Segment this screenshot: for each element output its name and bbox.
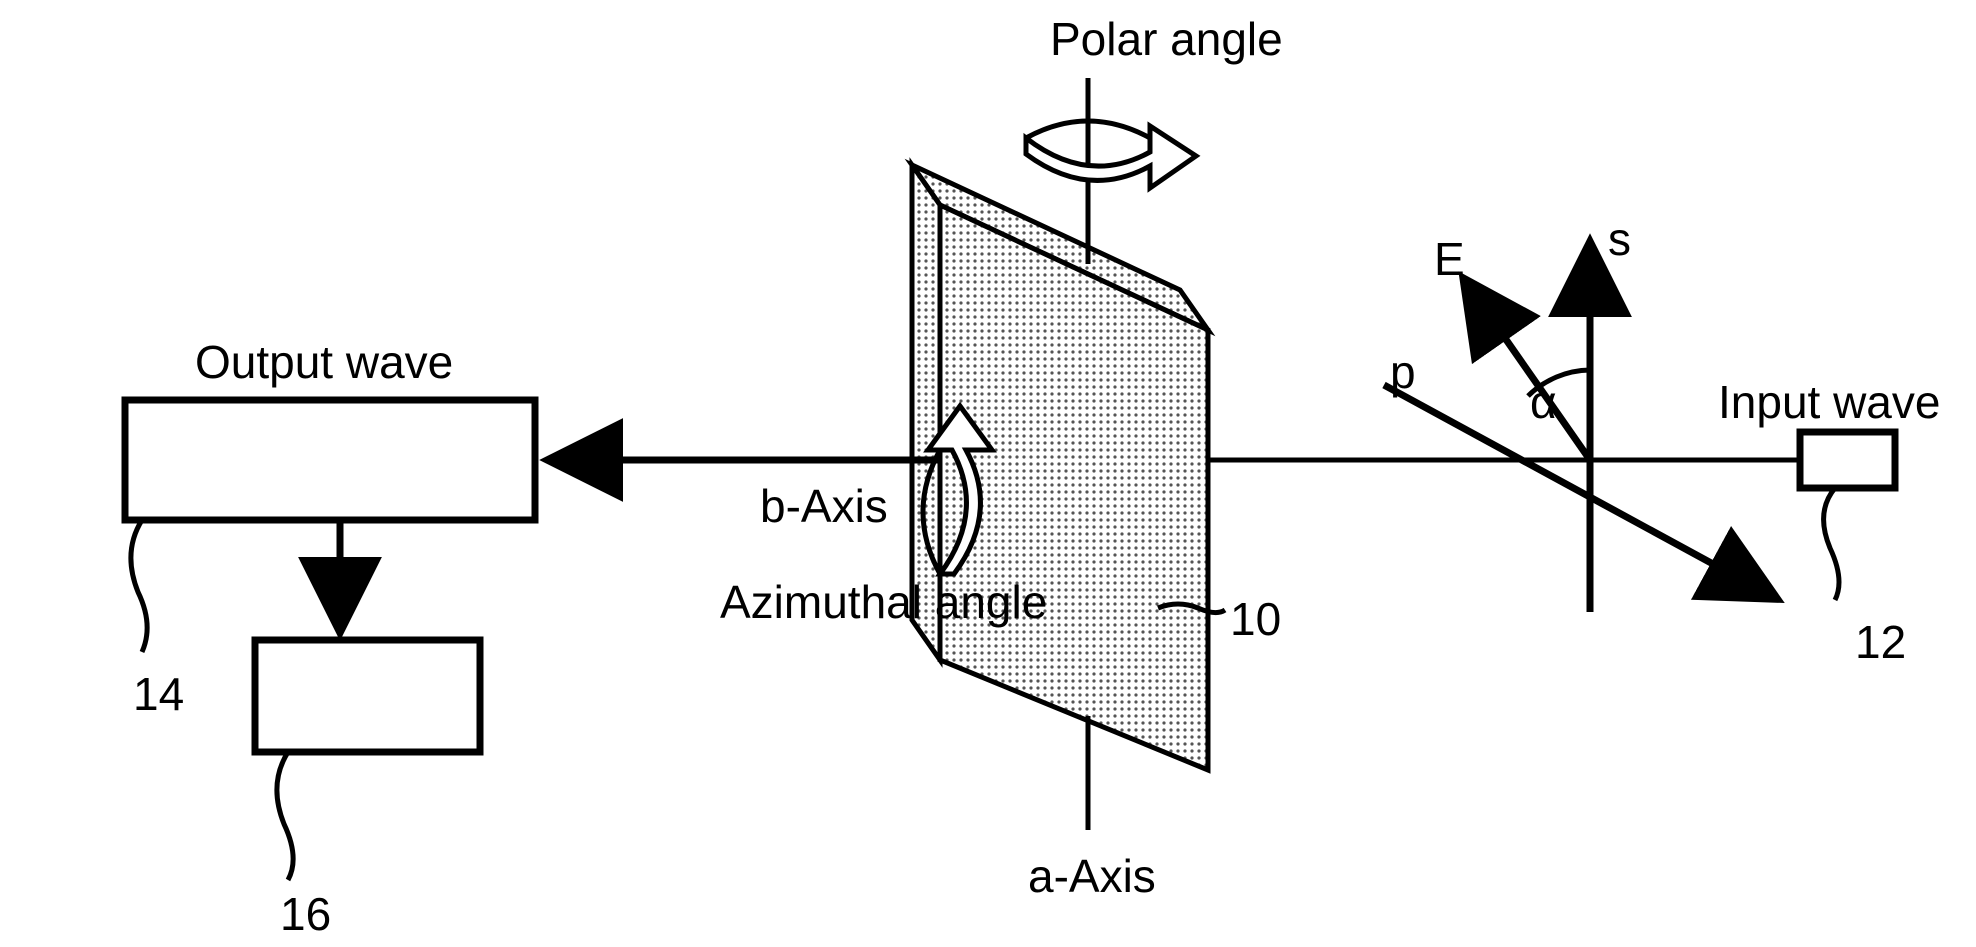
label-azimuthal: Azimuthal angle xyxy=(720,576,1047,628)
ref-14: 14 xyxy=(133,668,184,720)
label-alpha: α xyxy=(1530,376,1557,428)
label-a-axis: a-Axis xyxy=(1028,850,1156,902)
label-p: p xyxy=(1390,346,1416,398)
label-s: s xyxy=(1608,213,1631,265)
polar-rotation-arrow xyxy=(1026,121,1196,188)
label-polar-angle: Polar angle xyxy=(1050,13,1283,65)
output-wave-box xyxy=(125,400,535,520)
box-16 xyxy=(255,640,480,752)
lead-14 xyxy=(131,520,147,652)
label-input-wave: Input wave xyxy=(1718,376,1940,428)
diagram-canvas: Polar angle Output wave Input wave b-Axi… xyxy=(0,0,1976,947)
ref-10: 10 xyxy=(1230,593,1281,645)
label-output-wave: Output wave xyxy=(195,336,453,388)
ref-12: 12 xyxy=(1855,616,1906,668)
label-E: E xyxy=(1434,233,1465,285)
label-b-axis: b-Axis xyxy=(760,480,888,532)
sample-slab xyxy=(912,165,1208,770)
input-wave-box xyxy=(1800,432,1895,488)
polarization-compass xyxy=(1384,250,1770,612)
ref-16: 16 xyxy=(280,888,331,940)
lead-16 xyxy=(277,752,293,880)
lead-12 xyxy=(1824,488,1839,600)
